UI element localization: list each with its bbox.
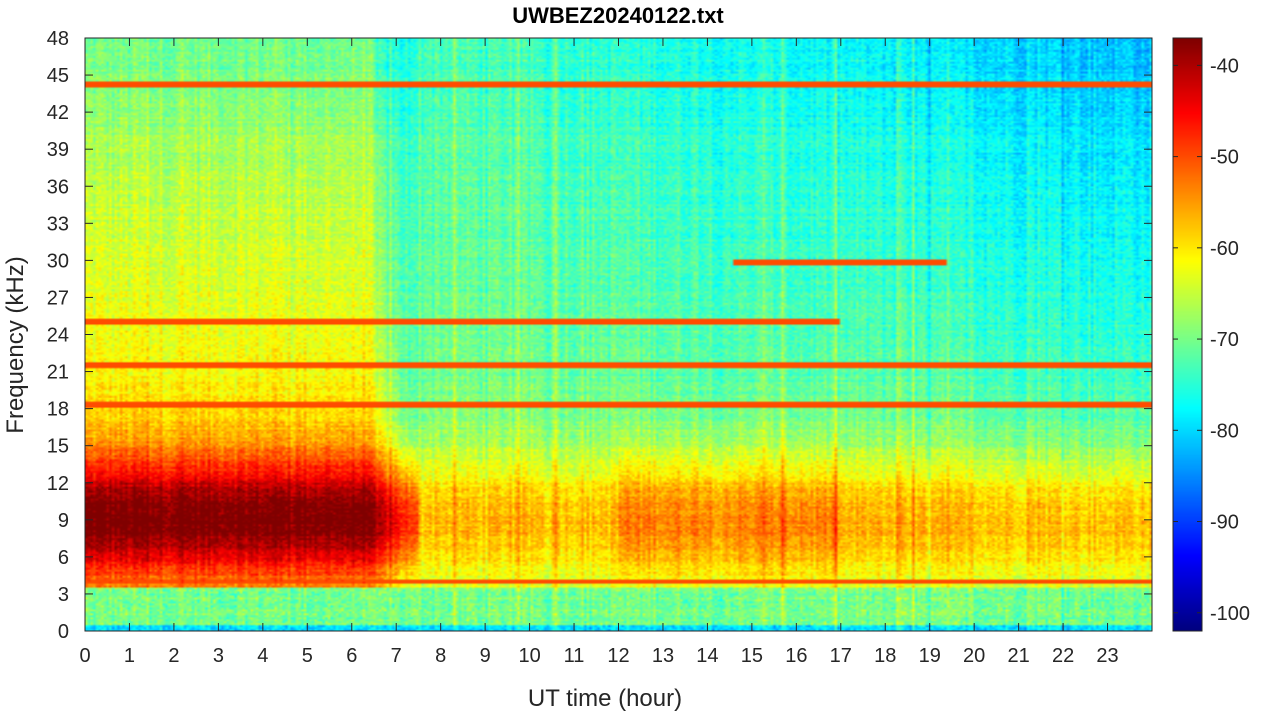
colorbar-tick-label: -90 [1210, 512, 1239, 534]
plot-area [84, 37, 1153, 632]
x-tick-label: 22 [1052, 645, 1074, 667]
x-tick-label: 14 [696, 645, 718, 667]
colorbar-frame [1172, 37, 1203, 632]
x-tick-label: 6 [346, 645, 357, 667]
x-tick-label: 10 [518, 645, 540, 667]
y-tick-label: 15 [47, 436, 69, 458]
x-tick-label: 16 [785, 645, 807, 667]
x-tick-label: 23 [1096, 645, 1118, 667]
x-tick-label: 18 [874, 645, 896, 667]
x-axis-label: UT time (hour) [528, 685, 682, 712]
y-tick-label: 36 [47, 176, 69, 198]
colorbar: -100 -90 -80 -70 -60 -50 -40 [1172, 37, 1250, 632]
x-tick-label: 2 [168, 645, 179, 667]
y-tick-label: 33 [47, 213, 69, 235]
colorbar-tick-label: -60 [1210, 238, 1239, 260]
colorbar-tick-label: -100 [1210, 603, 1250, 625]
x-tick-label: 19 [919, 645, 941, 667]
y-tick-label: 6 [58, 547, 69, 569]
y-tick-label: 42 [47, 102, 69, 124]
y-axis-label: Frequency (kHz) [2, 256, 29, 433]
heatmap-image [85, 38, 1152, 631]
x-tick-label: 8 [435, 645, 446, 667]
x-tick-label: 7 [391, 645, 402, 667]
x-tick-label: 15 [741, 645, 763, 667]
colorbar-gradient [1173, 38, 1202, 631]
x-tick-label: 4 [257, 645, 268, 667]
y-tick-label: 12 [47, 473, 69, 495]
x-tick-label: 5 [302, 645, 313, 667]
y-tick-label: 27 [47, 287, 69, 309]
x-tick-label: 17 [830, 645, 852, 667]
y-tick-label: 21 [47, 362, 69, 384]
x-tick-label: 11 [564, 645, 585, 667]
y-tick-label: 9 [58, 510, 69, 532]
y-tick-label: 24 [47, 325, 69, 347]
x-tick-label: 21 [1008, 645, 1030, 667]
x-tick-label: 12 [607, 645, 629, 667]
x-tick-label: 0 [79, 645, 90, 667]
chart-title: UWBEZ20240122.txt [512, 3, 724, 28]
colorbar-tick-label: -70 [1210, 329, 1239, 351]
x-axis: 0 1 2 3 4 5 6 7 8 9 10 11 12 13 14 15 16 17 18 19 20 21 22 23 [79, 38, 1119, 667]
x-tick-label: 3 [213, 645, 224, 667]
x-tick-label: 9 [480, 645, 491, 667]
x-tick-label: 20 [963, 645, 985, 667]
y-tick-label: 39 [47, 139, 69, 161]
x-tick-label: 1 [124, 645, 135, 667]
y-tick-label: 45 [47, 65, 69, 87]
colorbar-tick-label: -80 [1210, 420, 1239, 442]
y-tick-label: 3 [58, 584, 69, 606]
y-tick-label: 0 [58, 621, 69, 643]
y-tick-label: 18 [47, 399, 69, 421]
x-tick-label: 13 [652, 645, 674, 667]
colorbar-tick-label: -40 [1210, 55, 1239, 77]
y-tick-label: 30 [47, 250, 69, 272]
y-tick-label: 48 [47, 28, 69, 50]
colorbar-ticks: -100 -90 -80 -70 -60 -50 -40 [1173, 55, 1250, 625]
colorbar-tick-label: -50 [1210, 147, 1239, 169]
